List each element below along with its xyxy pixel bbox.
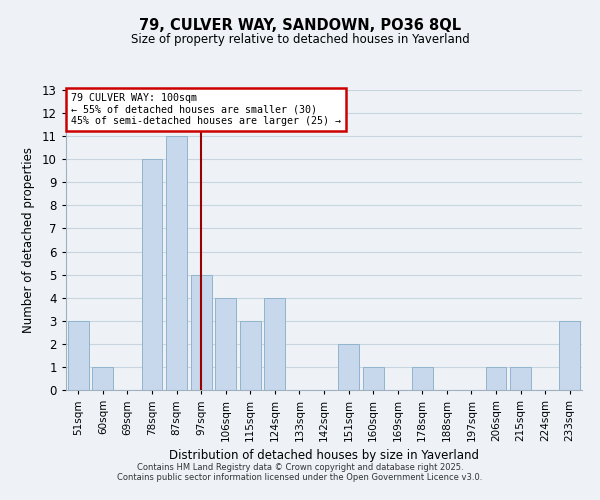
Bar <box>215 298 236 390</box>
Y-axis label: Number of detached properties: Number of detached properties <box>22 147 35 333</box>
Bar <box>485 367 506 390</box>
Bar <box>265 298 286 390</box>
Text: Contains public sector information licensed under the Open Government Licence v3: Contains public sector information licen… <box>118 474 482 482</box>
Text: 79 CULVER WAY: 100sqm
← 55% of detached houses are smaller (30)
45% of semi-deta: 79 CULVER WAY: 100sqm ← 55% of detached … <box>71 93 341 126</box>
Bar <box>412 367 433 390</box>
Text: Contains HM Land Registry data © Crown copyright and database right 2025.: Contains HM Land Registry data © Crown c… <box>137 464 463 472</box>
Text: Size of property relative to detached houses in Yaverland: Size of property relative to detached ho… <box>131 32 469 46</box>
Bar <box>510 367 531 390</box>
Bar <box>166 136 187 390</box>
Bar <box>142 159 163 390</box>
Text: 79, CULVER WAY, SANDOWN, PO36 8QL: 79, CULVER WAY, SANDOWN, PO36 8QL <box>139 18 461 32</box>
Bar <box>68 321 89 390</box>
Bar <box>338 344 359 390</box>
Bar <box>191 274 212 390</box>
Bar <box>240 321 261 390</box>
Bar <box>92 367 113 390</box>
X-axis label: Distribution of detached houses by size in Yaverland: Distribution of detached houses by size … <box>169 450 479 462</box>
Bar <box>362 367 383 390</box>
Bar <box>559 321 580 390</box>
